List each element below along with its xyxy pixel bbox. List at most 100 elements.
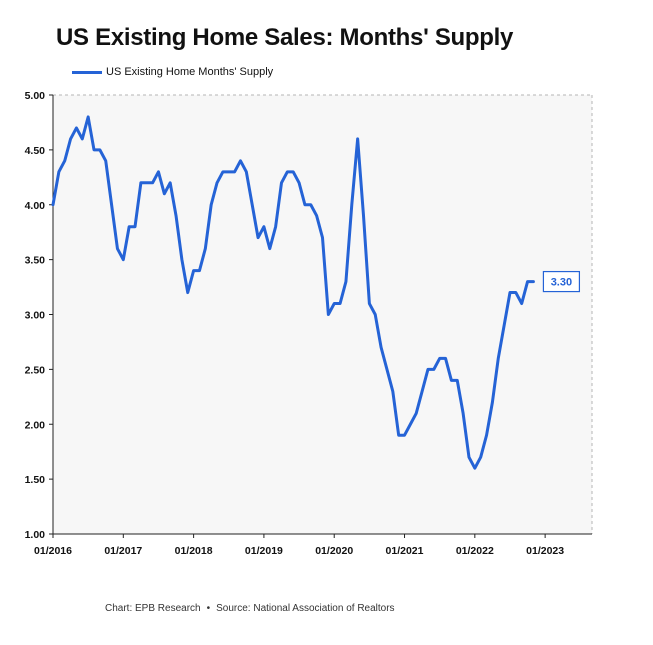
- chart-credit: Chart: EPB Research: [105, 603, 201, 614]
- data-point: [75, 127, 78, 130]
- data-point: [356, 138, 359, 141]
- data-point: [151, 181, 154, 184]
- x-tick-label: 01/2016: [34, 545, 72, 557]
- x-tick-label: 01/2021: [386, 545, 424, 557]
- data-point: [139, 181, 142, 184]
- data-point: [110, 203, 113, 206]
- data-point: [509, 291, 512, 294]
- data-point: [116, 247, 119, 250]
- data-point: [479, 456, 482, 459]
- data-point: [81, 138, 84, 141]
- data-point: [145, 181, 148, 184]
- chart-source-note: Chart: EPB Research • Source: National Ass…: [105, 603, 395, 614]
- data-point: [327, 313, 330, 316]
- data-point: [362, 214, 365, 217]
- source-separator: •: [206, 603, 211, 614]
- data-point: [491, 401, 494, 404]
- data-point: [456, 379, 459, 382]
- data-point: [186, 291, 189, 294]
- data-point: [286, 170, 289, 173]
- y-tick-label: 2.50: [25, 364, 46, 376]
- data-point: [63, 159, 66, 162]
- data-point: [397, 434, 400, 437]
- x-tick-label: 01/2019: [245, 545, 283, 557]
- data-point: [421, 390, 424, 393]
- x-tick-label: 01/2018: [175, 545, 213, 557]
- data-point: [462, 412, 465, 415]
- data-point: [468, 456, 471, 459]
- y-tick-label: 1.00: [25, 529, 46, 541]
- data-point: [175, 214, 178, 217]
- data-point: [98, 148, 101, 151]
- data-point: [409, 423, 412, 426]
- plot-background: [53, 95, 592, 534]
- data-point: [374, 313, 377, 316]
- data-point: [520, 302, 523, 305]
- data-point: [345, 280, 348, 283]
- data-point: [444, 357, 447, 360]
- legend-label: US Existing Home Months' Supply: [106, 66, 274, 78]
- chart-legend: US Existing Home Months' Supply: [72, 66, 273, 78]
- data-point: [233, 170, 236, 173]
- data-point: [368, 302, 371, 305]
- y-tick-label: 5.00: [25, 90, 46, 102]
- data-point: [251, 203, 254, 206]
- x-tick-label: 01/2020: [315, 545, 353, 557]
- data-point: [304, 203, 307, 206]
- data-point: [263, 225, 266, 228]
- data-point: [198, 269, 201, 272]
- end-value-box: [542, 270, 581, 293]
- data-point: [309, 203, 312, 206]
- data-point: [339, 302, 342, 305]
- data-point: [93, 148, 96, 151]
- data-point: [180, 258, 183, 261]
- data-point: [380, 346, 383, 349]
- data-point: [315, 214, 318, 217]
- data-point: [268, 247, 271, 250]
- data-point: [274, 225, 277, 228]
- data-point: [204, 247, 207, 250]
- data-point: [503, 324, 506, 327]
- data-point: [473, 467, 476, 470]
- data-point: [222, 170, 225, 173]
- data-point: [485, 434, 488, 437]
- legend-swatch: [72, 70, 102, 74]
- data-point: [163, 192, 166, 195]
- data-point: [532, 280, 535, 283]
- data-point: [333, 302, 336, 305]
- y-tick-label: 4.50: [25, 145, 46, 157]
- data-point: [69, 138, 72, 141]
- data-point: [87, 116, 90, 119]
- data-point: [403, 434, 406, 437]
- data-point: [415, 412, 418, 415]
- data-point: [134, 225, 137, 228]
- data-point: [427, 368, 430, 371]
- data-point: [257, 236, 260, 239]
- data-point: [157, 170, 160, 173]
- chart-title: US Existing Home Sales: Months' Supply: [56, 24, 514, 51]
- data-point: [245, 170, 248, 173]
- x-tick-label: 01/2023: [526, 545, 564, 557]
- end-value-label: 3.30: [551, 277, 572, 289]
- y-tick-label: 4.00: [25, 200, 46, 212]
- data-point: [350, 203, 353, 206]
- data-point: [526, 280, 529, 283]
- data-point: [438, 357, 441, 360]
- data-point: [227, 170, 230, 173]
- data-point: [386, 368, 389, 371]
- data-point: [169, 181, 172, 184]
- data-point: [122, 258, 125, 261]
- data-point: [210, 203, 213, 206]
- x-tick-label: 01/2017: [104, 545, 142, 557]
- data-point: [432, 368, 435, 371]
- data-point: [391, 390, 394, 393]
- y-tick-label: 3.50: [25, 255, 46, 267]
- data-point: [280, 181, 283, 184]
- data-point: [292, 170, 295, 173]
- data-point: [192, 269, 195, 272]
- data-point: [298, 181, 301, 184]
- data-point: [128, 225, 131, 228]
- source-text: Source: National Association of Realtors: [216, 603, 395, 614]
- data-point: [57, 170, 60, 173]
